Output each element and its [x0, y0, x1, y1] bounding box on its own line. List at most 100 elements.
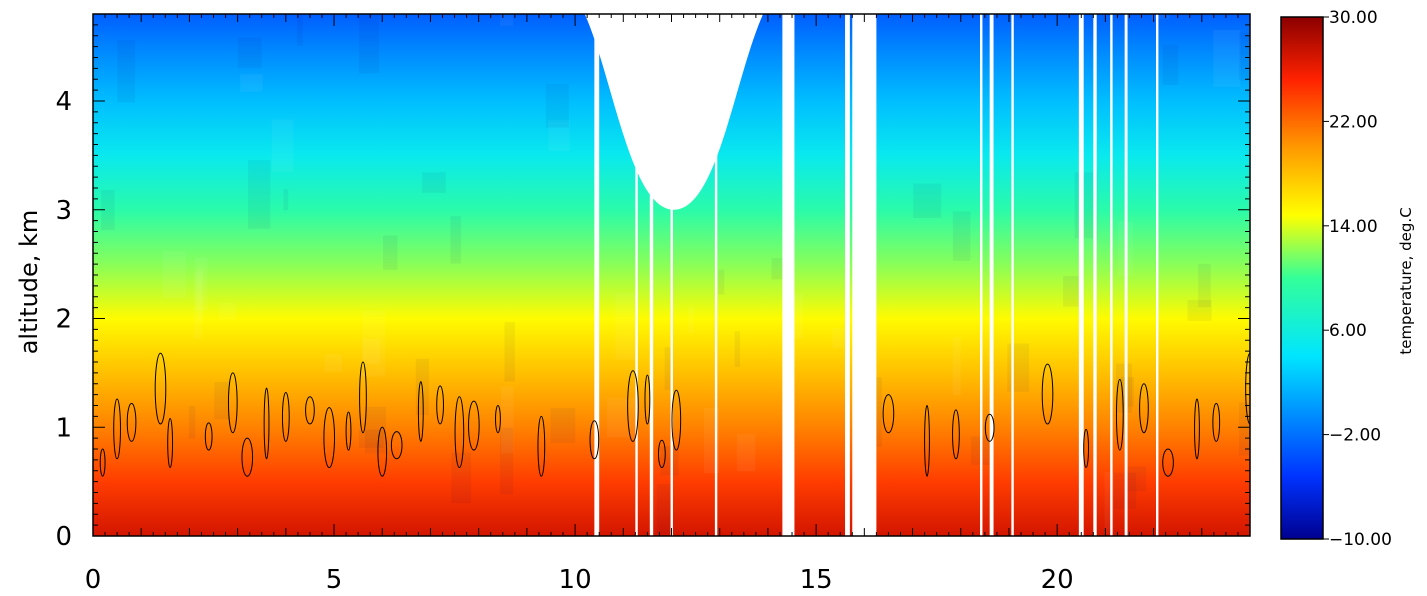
texture-patch [358, 429, 384, 448]
texture-patch [501, 386, 514, 453]
texture-patch [271, 119, 294, 172]
y-tick-label: 1 [55, 413, 72, 443]
texture-patch [952, 211, 971, 261]
missing-data-gap [782, 14, 795, 536]
contour-line [1194, 398, 1200, 460]
texture-patch [197, 267, 204, 321]
contour-line [99, 448, 106, 477]
texture-patch [1104, 472, 1114, 535]
missing-data-gap [1110, 14, 1113, 536]
missing-data-gap [852, 14, 877, 536]
contour-line [241, 437, 254, 477]
texture-patch [1213, 29, 1241, 87]
texture-patch [422, 172, 446, 193]
missing-data-gaps [584, 14, 1159, 536]
contour-line [984, 413, 995, 442]
missing-data-gap [670, 14, 673, 536]
texture-patch [550, 407, 576, 443]
contour-line [390, 431, 403, 460]
contour-line [1041, 363, 1054, 425]
colorbar-scale [1280, 16, 1324, 540]
texture-patch [362, 310, 386, 377]
contour-line [1212, 402, 1221, 442]
texture-patch [1063, 276, 1079, 307]
colorbar-tick-label: −2.00 [1329, 426, 1381, 446]
missing-data-gap [649, 14, 654, 536]
texture-patch [237, 37, 262, 69]
texture-patch [382, 235, 398, 270]
texture-patch [548, 120, 570, 152]
texture-patch [1238, 402, 1250, 456]
contour-line [377, 426, 388, 477]
texture-patch [952, 336, 961, 395]
texture-patch [195, 257, 208, 311]
missing-data-gap [1011, 14, 1014, 536]
missing-data-region [584, 14, 764, 210]
texture-patch [214, 381, 229, 420]
contour-line [495, 405, 501, 434]
contour-line [952, 409, 960, 460]
x-axis: 0 5 10 15 20 [85, 14, 1251, 595]
missing-data-gap [989, 14, 994, 536]
texture-patch [117, 40, 136, 103]
contour-line [436, 385, 444, 425]
texture-patch [188, 405, 196, 439]
texture-patch [688, 306, 694, 333]
colorbar-title: temperature, deg.C [1397, 207, 1415, 354]
contour-line [305, 396, 315, 425]
y-tick-label: 0 [55, 522, 72, 552]
texture-patch [163, 251, 186, 298]
contour-line [345, 411, 352, 451]
texture-patch [606, 398, 635, 438]
missing-data-gap [1078, 14, 1084, 536]
x-tick-label: 15 [800, 565, 833, 595]
missing-data-gap [845, 14, 850, 536]
colorbar-tick-label: 22.00 [1329, 112, 1378, 132]
contour-line [263, 387, 270, 460]
contour-line [454, 396, 465, 468]
texture-patch [362, 338, 381, 364]
texture-patch [615, 292, 638, 360]
missing-data-gap [1093, 14, 1097, 536]
x-tick-label: 5 [326, 565, 343, 595]
y-axis: 0 1 2 3 4 [55, 13, 1250, 552]
texture-patch [1198, 263, 1211, 308]
colorbar: 30.00 22.00 14.00 6.00 −2.00 −10.00 temperatu… [1280, 8, 1415, 550]
missing-data-gap [635, 14, 638, 536]
contour-line [1083, 428, 1090, 468]
contour-line [167, 418, 174, 468]
texture-patch [736, 433, 756, 472]
texture-patch [734, 331, 741, 368]
colorbar-ticks: 30.00 22.00 14.00 6.00 −2.00 −10.00 [1323, 8, 1392, 550]
contour-line [1139, 383, 1149, 434]
contour-line [657, 439, 666, 468]
texture-patch [913, 183, 942, 219]
texture-patch [1187, 299, 1212, 321]
texture-patch [718, 269, 725, 295]
contour-line [1245, 352, 1250, 425]
colorbar-tick-label: 6.00 [1329, 321, 1367, 341]
texture-patch [248, 160, 271, 229]
texture-patch [101, 189, 115, 231]
contour-line [644, 374, 651, 425]
missing-data-gap [714, 14, 718, 536]
texture-patch [545, 83, 569, 128]
texture-patch [1127, 466, 1147, 492]
contour-line [1162, 448, 1174, 477]
contour-line [589, 420, 600, 460]
contour-line [627, 370, 639, 442]
contour-line [924, 405, 930, 477]
texture-patch [499, 427, 514, 495]
texture-patch [450, 216, 462, 264]
texture-patch [296, 14, 303, 46]
texture-patch [660, 446, 679, 476]
texture-patch [324, 354, 343, 372]
texture-patch [193, 272, 202, 339]
contour-line [113, 398, 121, 460]
contour-line [537, 415, 546, 477]
contour-line [323, 407, 336, 468]
contour-line [281, 391, 290, 442]
missing-data-gap [594, 14, 600, 536]
texture-patch [504, 322, 515, 382]
